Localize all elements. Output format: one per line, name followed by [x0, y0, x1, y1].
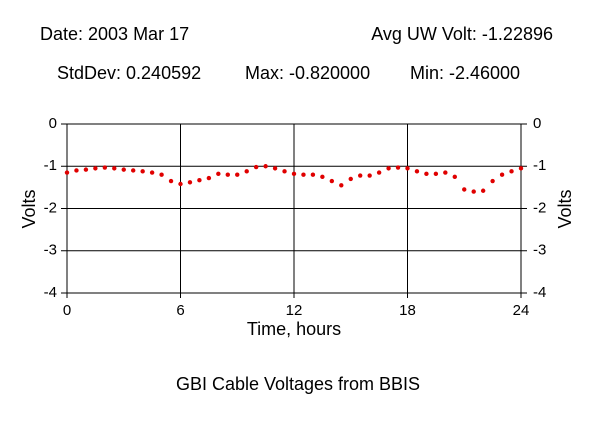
data-point	[197, 177, 202, 183]
y-tick-label: -3	[44, 242, 57, 259]
data-point	[225, 172, 230, 177]
data-point	[206, 175, 212, 181]
data-point	[282, 169, 287, 174]
data-point	[168, 178, 174, 184]
data-point	[376, 170, 382, 175]
data-point	[339, 183, 344, 188]
y-tick-label-right: -1	[533, 157, 546, 174]
data-point	[509, 169, 514, 174]
data-point	[149, 170, 155, 175]
min-text: Min: -2.46000	[410, 63, 520, 83]
data-point	[452, 174, 457, 180]
data-point	[462, 187, 467, 192]
data-point	[367, 173, 372, 178]
data-point	[102, 165, 108, 170]
y-tick-label-right: -3	[533, 242, 546, 259]
data-point	[443, 170, 448, 175]
data-point	[433, 171, 439, 177]
data-point	[310, 172, 316, 177]
data-point	[83, 167, 89, 172]
y-axis-label-right: Volts	[555, 189, 575, 228]
data-point	[518, 166, 524, 171]
data-point	[414, 169, 420, 174]
data-point	[64, 170, 70, 175]
data-point	[301, 172, 306, 177]
data-point	[187, 180, 193, 185]
data-point	[74, 168, 79, 173]
y-axis-label: Volts	[19, 189, 39, 228]
data-point	[263, 164, 268, 169]
avg-text: Avg UW Volt: -1.22896	[371, 24, 553, 44]
data-point	[348, 176, 353, 182]
data-point	[244, 169, 249, 174]
x-tick-label: 6	[176, 302, 184, 319]
stddev-text: StdDev: 0.240592	[57, 63, 201, 83]
data-point	[490, 178, 495, 184]
data-point	[235, 172, 240, 177]
data-point	[424, 171, 429, 177]
data-point	[405, 166, 410, 171]
data-point	[216, 171, 221, 177]
data-point	[140, 169, 145, 174]
y-tick-label-right: 0	[533, 115, 541, 132]
data-point	[272, 166, 278, 171]
y-tick-label-right: -2	[533, 199, 546, 216]
data-point	[320, 174, 325, 180]
data-point	[253, 164, 259, 170]
x-tick-label: 18	[399, 302, 416, 319]
y-tick-label: 0	[49, 115, 57, 132]
y-tick-label: -2	[44, 199, 57, 216]
data-point	[386, 166, 391, 171]
x-tick-label: 12	[286, 302, 303, 319]
data-point	[499, 172, 505, 177]
data-point	[395, 165, 401, 170]
data-point	[112, 166, 117, 171]
data-point	[471, 189, 476, 194]
x-tick-label: 0	[63, 302, 71, 319]
data-point	[358, 173, 363, 178]
date-text: Date: 2003 Mar 17	[40, 24, 189, 44]
chart-title: GBI Cable Voltages from BBIS	[176, 374, 420, 394]
data-point	[178, 181, 183, 187]
data-point	[480, 188, 486, 193]
y-tick-label-right: -4	[533, 284, 546, 301]
data-point	[291, 171, 297, 177]
max-text: Max: -0.820000	[245, 63, 370, 83]
x-tick-label: 24	[513, 302, 530, 319]
data-point	[131, 168, 136, 173]
y-tick-label: -1	[44, 157, 57, 174]
data-point	[93, 166, 98, 171]
data-point	[329, 178, 335, 184]
data-point	[121, 167, 126, 172]
data-point	[159, 172, 164, 177]
x-axis-label: Time, hours	[247, 319, 341, 339]
y-tick-label: -4	[44, 284, 57, 301]
